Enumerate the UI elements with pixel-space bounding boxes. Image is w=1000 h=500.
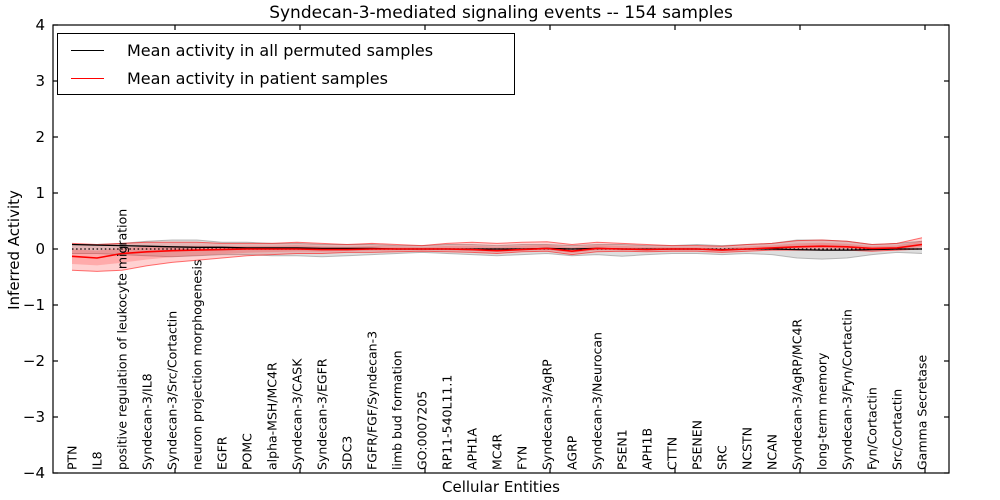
permuted-mean-line (71, 243, 922, 251)
entity-label: Syndecan-3/AgRP/MC4R (790, 319, 805, 470)
entity-label: APH1B (640, 428, 655, 470)
legend-label-permuted: Mean activity in all permuted samples (127, 40, 434, 60)
entity-label: alpha-MSH/MC4R (265, 362, 280, 470)
y-tick-label: −1 (23, 296, 45, 314)
entity-label: SDC3 (340, 436, 355, 470)
legend-entry-patient-samples: Mean activity in patient samples (58, 65, 514, 92)
legend-label-patient: Mean activity in patient samples (127, 68, 388, 88)
entity-label: positive regulation of leukocyte migrati… (115, 209, 130, 470)
entity-label: Syndecan-3/Fyn/Cortactin (840, 309, 855, 470)
y-tick-label: 1 (35, 184, 45, 202)
entity-label: Syndecan-3/IL8 (140, 373, 155, 470)
entity-label: PSEN1 (615, 429, 630, 470)
entity-label: MC4R (490, 434, 505, 470)
entity-label: Syndecan-3/CASK (290, 358, 305, 470)
entity-label: AGRP (565, 435, 580, 470)
y-tick-label: 2 (35, 128, 45, 146)
y-tick-label: 4 (35, 16, 45, 34)
entity-label: PSENEN (690, 420, 705, 470)
entity-label: NCSTN (740, 427, 755, 470)
entity-label: Gamma Secretase (915, 355, 930, 470)
legend-line-permuted-icon (71, 49, 104, 51)
y-axis-label: Inferred Activity (5, 190, 23, 310)
entity-label: NCAN (765, 434, 780, 470)
legend-line-patient-icon (71, 77, 104, 79)
entity-label: Fyn/Cortactin (865, 387, 880, 470)
entity-label: IL8 (90, 451, 105, 470)
legend: Mean activity in all permuted samples Me… (57, 33, 515, 95)
entity-label: limb bud formation (390, 350, 405, 470)
y-tick-label: −3 (23, 408, 45, 426)
entity-label: APH1A (465, 428, 480, 470)
entity-label: FYN (515, 446, 530, 470)
entity-label: Syndecan-3/Neurocan (590, 332, 605, 470)
entity-label: RP11-540L11.1 (440, 375, 455, 470)
band-upper-edge (71, 237, 923, 247)
patient-range-band-core (72, 240, 922, 266)
entity-label: EGFR (215, 436, 230, 470)
entity-label: PTN (65, 445, 80, 470)
entity-label: CTTN (665, 437, 680, 470)
entity-label: POMC (240, 433, 255, 470)
entity-label: Syndecan-3/AgRP (540, 359, 555, 470)
y-tick-label: −4 (23, 464, 45, 482)
y-tick-label: 0 (35, 240, 45, 258)
band-lower-edge (71, 248, 923, 272)
patient-mean-line (71, 243, 923, 259)
entity-label: Syndecan-3/Src/Cortactin (165, 311, 180, 470)
band-lower-edge (72, 251, 923, 260)
entity-label: Src/Cortactin (890, 389, 905, 470)
entity-label: Syndecan-3/EGFR (315, 358, 330, 470)
x-axis-label: Cellular Entities (442, 478, 560, 496)
entity-label: long-term memory (815, 352, 830, 470)
legend-entry-permuted-samples: Mean activity in all permuted samples (58, 37, 514, 64)
entity-label: FGFR/FGF/Syndecan-3 (365, 331, 380, 470)
y-tick-label: −2 (23, 352, 45, 370)
y-tick-label: 3 (35, 72, 45, 90)
entity-label: GO:0007205 (415, 391, 430, 470)
chart-title: Syndecan-3-mediated signaling events -- … (269, 3, 733, 23)
entity-label: SRC (715, 445, 730, 470)
entity-label: neuron projection morphogenesis (190, 259, 205, 470)
